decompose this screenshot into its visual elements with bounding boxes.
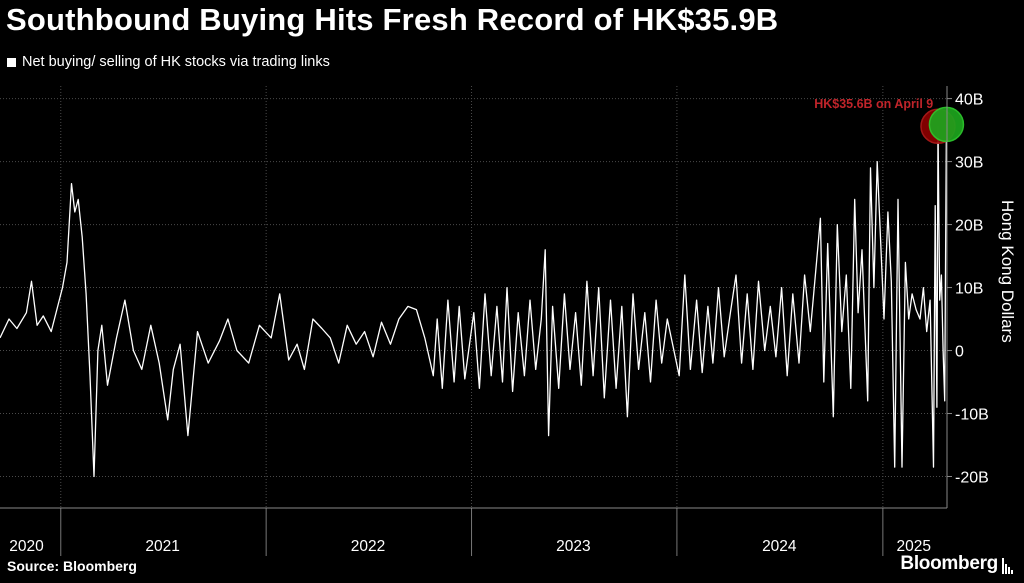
legend-swatch	[7, 57, 16, 67]
x-year-label: 2022	[351, 538, 385, 555]
legend-label: Net buying/ selling of HK stocks via tra…	[22, 54, 330, 70]
y-tick-label: 10B	[955, 281, 983, 298]
record-annotation: HK$35.6B on April 9	[814, 97, 933, 111]
x-year-label: 2025	[897, 538, 931, 555]
record-marker-green	[928, 106, 965, 143]
x-year-label: 2024	[762, 538, 797, 555]
axis-layer: 40B 30B 20B 10B 0 -10B -20B 2020 2021 2022 2023 202…	[0, 86, 989, 556]
bloomberg-logo: Bloomberg	[900, 553, 998, 574]
y-tick-label: 40B	[955, 92, 983, 109]
x-year-label: 2023	[556, 538, 590, 555]
data-layer	[0, 106, 965, 478]
y-axis-label: Hong Kong Dollars	[998, 200, 1017, 343]
y-tick-label: -10B	[955, 407, 989, 424]
x-year-label: 2021	[145, 538, 179, 555]
y-tick-label: -20B	[955, 470, 989, 487]
y-tick-label: 20B	[955, 218, 983, 235]
x-year-label: 2020	[9, 538, 44, 555]
chart-title: Southbound Buying Hits Fresh Record of H…	[6, 2, 779, 37]
chart-subtitle: Net buying/ selling of HK stocks via tra…	[7, 54, 330, 70]
y-tick-label: 30B	[955, 155, 983, 172]
series-line	[0, 124, 948, 478]
gridlines	[0, 86, 947, 508]
bloomberg-mark-icon	[1002, 558, 1013, 574]
source-note: Source: Bloomberg	[7, 558, 137, 574]
y-tick-label: 0	[955, 344, 964, 361]
